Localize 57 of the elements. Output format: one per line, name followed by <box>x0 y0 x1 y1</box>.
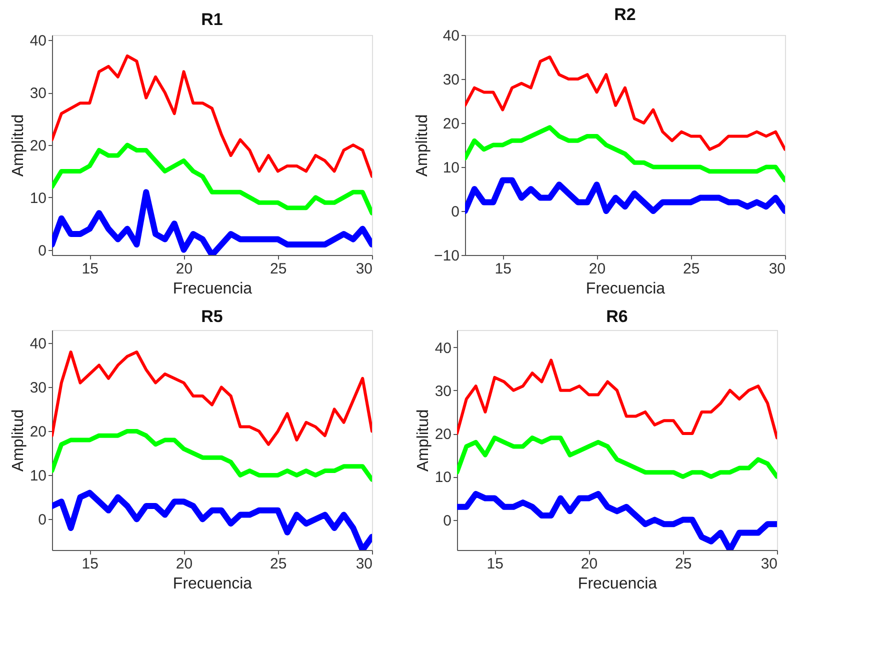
y-tick-label: 20 <box>434 426 452 444</box>
x-tick-label: 30 <box>768 260 786 278</box>
y-tick-label: 20 <box>30 138 46 154</box>
x-tick-label: 15 <box>486 556 504 572</box>
y-axis-title: Amplitud <box>10 409 27 472</box>
y-tick-label: 30 <box>30 380 46 397</box>
y-axis-title: Amplitud <box>414 114 432 177</box>
x-tick-label: 20 <box>176 556 193 572</box>
y-tick-label: 20 <box>442 116 460 132</box>
x-tick-label: 25 <box>270 556 287 572</box>
x-tick-label: 15 <box>494 260 512 278</box>
y-tick-label: 30 <box>30 85 46 102</box>
x-tick-label: 15 <box>82 556 98 572</box>
x-tick-label: 25 <box>270 260 287 278</box>
y-tick-label: 0 <box>451 204 460 220</box>
line-series <box>465 125 785 182</box>
y-axis-title: Amplitud <box>10 114 27 177</box>
y-axis-title: Amplitud <box>414 409 432 472</box>
x-tick-label: 30 <box>356 556 372 572</box>
x-tick-label: 30 <box>760 556 778 572</box>
x-axis-title: Frecuencia <box>578 576 658 592</box>
line-series <box>457 436 777 479</box>
y-tick-label: 40 <box>30 336 46 353</box>
line-series <box>52 428 372 482</box>
x-axis-title: Frecuencia <box>172 280 252 298</box>
y-tick-label: 10 <box>442 160 460 176</box>
x-tick-label: 30 <box>356 260 372 278</box>
x-tick-label: 25 <box>675 556 692 572</box>
line-series <box>457 358 777 440</box>
y-tick-label: 40 <box>434 340 452 357</box>
y-tick-label: 40 <box>442 28 460 44</box>
y-tick-label: 10 <box>30 468 46 485</box>
x-tick-label: 15 <box>82 260 98 278</box>
line-series <box>52 142 372 216</box>
chart-title: R2 <box>614 5 636 24</box>
chart-title: R5 <box>201 307 223 326</box>
x-tick-label: 20 <box>176 260 193 278</box>
line-series <box>52 54 372 178</box>
y-tick-label: 30 <box>442 72 460 88</box>
x-axis-title: Frecuencia <box>172 576 252 592</box>
y-tick-label: 0 <box>443 512 452 530</box>
line-series <box>52 350 372 446</box>
x-tick-label: 25 <box>683 260 700 278</box>
y-tick-label: 0 <box>38 242 46 260</box>
y-tick-label: 20 <box>30 424 46 441</box>
y-tick-label: 0 <box>38 512 46 529</box>
x-tick-label: 20 <box>580 556 598 572</box>
x-axis-title: Frecuencia <box>586 280 666 298</box>
y-tick-label: 40 <box>30 32 46 50</box>
y-tick-label: 10 <box>434 469 452 486</box>
x-tick-label: 20 <box>588 260 606 278</box>
y-tick-label: −10 <box>434 248 460 264</box>
chart-title: R6 <box>606 307 628 326</box>
y-tick-label: 10 <box>30 190 46 207</box>
y-tick-label: 30 <box>434 382 452 400</box>
chart-title: R1 <box>201 10 223 30</box>
line-series <box>465 56 785 151</box>
